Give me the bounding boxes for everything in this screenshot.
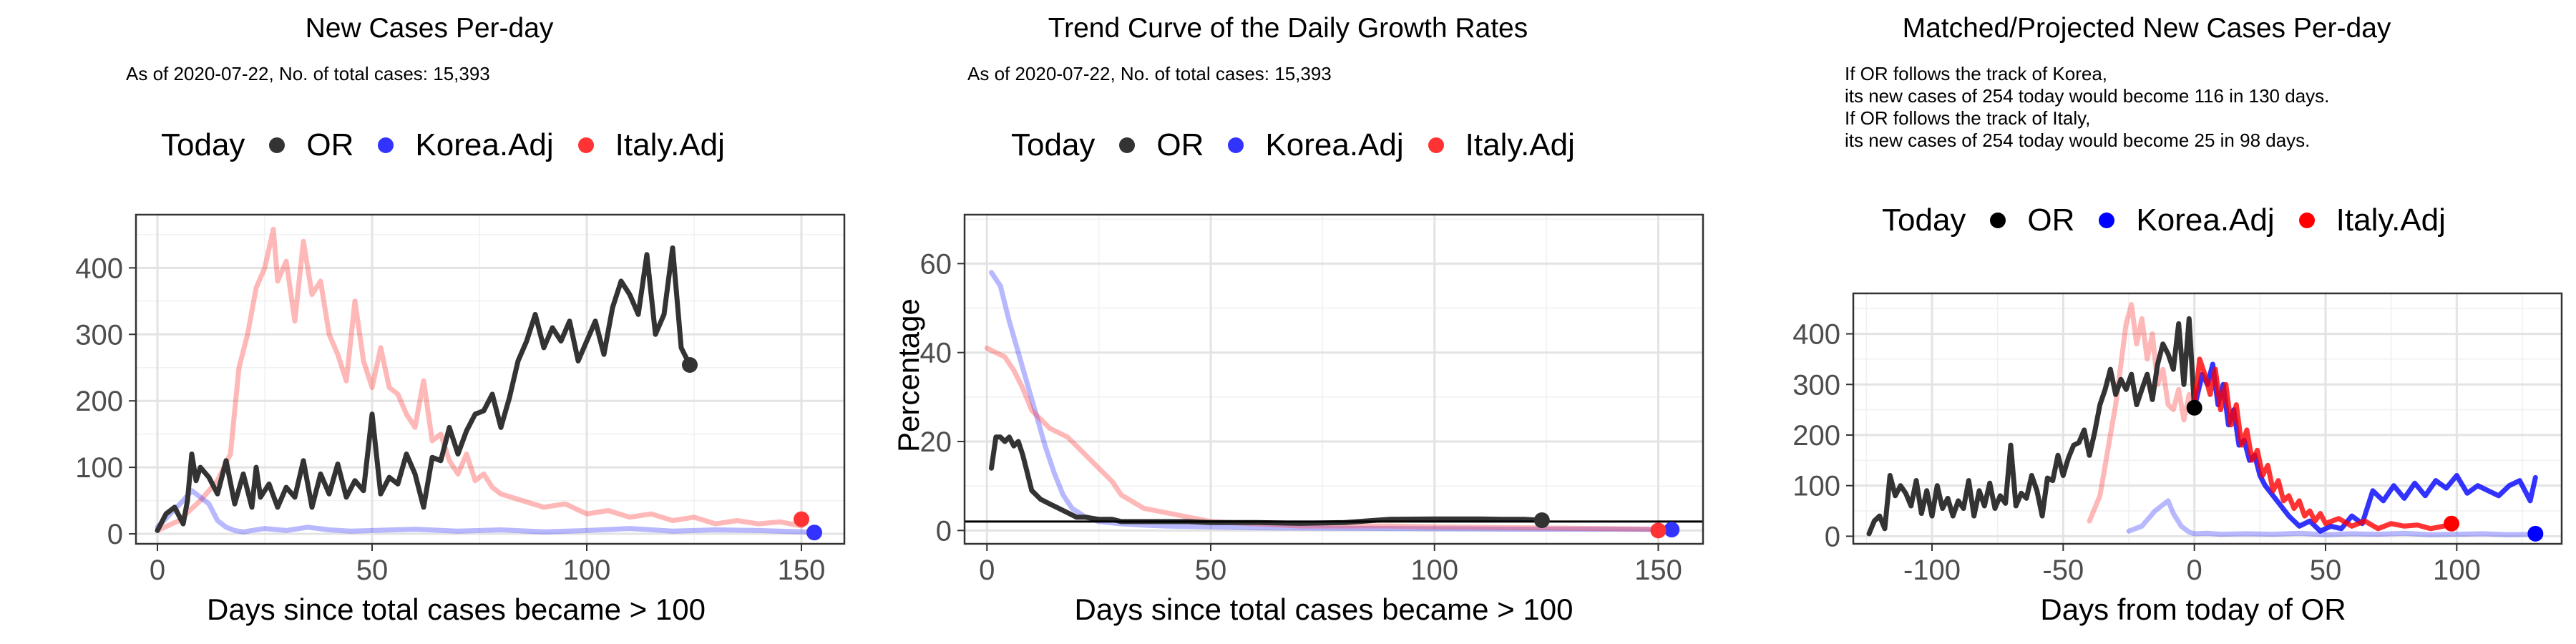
chart-subtitle: If OR follows the track of Korea, its ne…	[1845, 63, 2330, 151]
today-point	[794, 511, 809, 527]
legend-item-italy: Italy.Adj	[577, 127, 725, 163]
y-axis-label: Percentage	[892, 298, 925, 452]
series-line	[989, 434, 1545, 526]
series-line	[2192, 356, 2454, 532]
plot-border	[135, 213, 846, 545]
series-line	[155, 488, 817, 535]
legend-label-korea: Korea.Adj	[2136, 203, 2275, 238]
y-tick-label: 100	[1792, 471, 1840, 502]
y-tick-label: 20	[920, 426, 952, 458]
legend-dot-italy	[1428, 137, 1444, 153]
y-tick-label: 0	[1825, 521, 1840, 552]
y-tick-label: 300	[1792, 369, 1840, 401]
plot-svg: 0 50 100 150 0 20 40 60	[920, 213, 1704, 586]
today-point	[1650, 522, 1667, 539]
plot-svg: 0 50 100 150 0 100 200 300 400	[75, 213, 846, 586]
chart-legend: Today OR Korea.Adj Italy.Adj	[1882, 203, 2470, 238]
today-point	[2527, 525, 2544, 542]
today-point	[682, 357, 698, 374]
legend-dot-or	[1990, 213, 2006, 228]
legend-label-korea: Korea.Adj	[415, 127, 554, 162]
chart-panel-new-cases: New Cases Per-day As of 2020-07-22, No. …	[0, 0, 859, 644]
legend-dot-italy	[2298, 213, 2315, 228]
today-point	[2186, 399, 2202, 416]
legend-dot-or	[269, 137, 286, 153]
y-tick-label: 300	[75, 319, 123, 351]
x-axis-label: Days since total cases became > 100	[207, 592, 706, 626]
legend-label-or: OR	[1156, 127, 1204, 162]
y-tick-label: 100	[75, 452, 123, 484]
today-point	[2444, 515, 2459, 532]
today-point	[1664, 522, 1680, 538]
series-line	[2126, 498, 2538, 537]
chart-panel-growth-rates: Trend Curve of the Daily Growth Rates As…	[859, 0, 1717, 644]
y-tick-label: 400	[1792, 319, 1840, 351]
legend-item-or: OR	[269, 127, 353, 163]
series-line	[1866, 316, 2197, 537]
y-tick-label: 0	[107, 519, 123, 550]
x-tick-label: 100	[2433, 555, 2481, 586]
series-line	[155, 245, 693, 533]
plot-area	[136, 215, 844, 544]
x-tick-label: -100	[1903, 555, 1961, 586]
legend-title: Today	[1882, 203, 1966, 238]
legend-dot-italy	[577, 137, 594, 153]
today-point	[806, 525, 822, 541]
x-tick-label: 50	[1195, 555, 1227, 586]
plot-border	[963, 213, 1704, 545]
x-tick-label: 150	[778, 555, 826, 586]
x-tick-label: 100	[1410, 555, 1458, 586]
y-tick-label: 60	[920, 248, 952, 280]
y-tick-label: 40	[920, 338, 952, 369]
legend-item-or: OR	[1990, 203, 2074, 238]
plot-area	[965, 215, 1703, 544]
chart-title: New Cases Per-day	[305, 13, 554, 44]
legend-item-italy: Italy.Adj	[1428, 127, 1575, 163]
y-tick-label: 200	[75, 386, 123, 417]
x-tick-label: 50	[356, 555, 389, 586]
y-tick-label: 200	[1792, 420, 1840, 452]
legend-title: Today	[161, 127, 245, 162]
chart-panel-projected: Matched/Projected New Cases Per-day If O…	[1717, 0, 2576, 644]
x-tick-label: 50	[2310, 555, 2342, 586]
chart-title: Matched/Projected New Cases Per-day	[1902, 13, 2391, 44]
chart-subtitle: As of 2020-07-22, No. of total cases: 15…	[126, 63, 490, 84]
legend-dot-korea	[1228, 137, 1244, 153]
legend-label-italy: Italy.Adj	[1465, 127, 1575, 162]
y-tick-label: 400	[75, 253, 123, 284]
legend-title: Today	[1011, 127, 1096, 162]
legend-label-italy: Italy.Adj	[615, 127, 725, 162]
series-line	[984, 346, 1661, 532]
chart-legend: Today OR Korea.Adj Italy.Adj	[1011, 127, 1599, 163]
legend-item-korea: Korea.Adj	[2099, 203, 2275, 238]
x-tick-label: 0	[2187, 555, 2202, 586]
legend-label-or: OR	[2027, 203, 2075, 238]
legend-dot-korea	[378, 137, 394, 153]
legend-dot-korea	[2099, 213, 2115, 228]
legend-label-korea: Korea.Adj	[1265, 127, 1404, 162]
x-tick-label: 100	[563, 555, 611, 586]
legend-label-or: OR	[306, 127, 354, 162]
chart-subtitle: As of 2020-07-22, No. of total cases: 15…	[967, 63, 1332, 84]
x-tick-label: 0	[979, 555, 995, 586]
x-axis-label: Days from today of OR	[2040, 592, 2346, 626]
today-point	[1533, 512, 1550, 529]
legend-item-italy: Italy.Adj	[2298, 203, 2446, 238]
legend-label-italy: Italy.Adj	[2336, 203, 2446, 238]
legend-item-korea: Korea.Adj	[378, 127, 554, 163]
series-line	[155, 226, 804, 533]
x-tick-label: -50	[2042, 555, 2084, 586]
legend-item-korea: Korea.Adj	[1228, 127, 1404, 163]
legend-item-or: OR	[1119, 127, 1204, 163]
chart-title: Trend Curve of the Daily Growth Rates	[1048, 13, 1528, 44]
series-line	[2087, 302, 2197, 524]
x-tick-label: 0	[150, 555, 165, 586]
legend-dot-or	[1119, 137, 1136, 153]
plot-border	[1852, 292, 2563, 545]
x-tick-label: 150	[1634, 555, 1682, 586]
x-axis-label: Days since total cases became > 100	[1074, 592, 1574, 626]
y-tick-label: 0	[936, 515, 952, 547]
chart-legend: Today OR Korea.Adj Italy.Adj	[161, 127, 749, 163]
plot-svg: -100 -50 0 50 100 0 100 200 300 400	[1792, 292, 2563, 586]
